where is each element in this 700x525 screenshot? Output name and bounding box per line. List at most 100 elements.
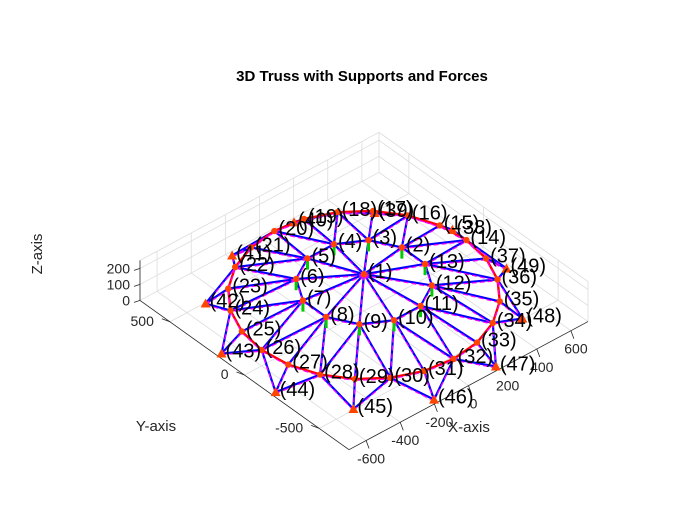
truss-member (431, 284, 501, 303)
deformed-member (303, 212, 338, 221)
node-label: (24) (235, 298, 271, 320)
truss-member (424, 257, 487, 266)
node-label: (12) (436, 272, 472, 294)
x-tick-label: -400 (391, 432, 419, 448)
truss-member (319, 323, 361, 376)
truss-member (204, 266, 237, 305)
truss-member (363, 273, 433, 287)
axes-grid (139, 131, 589, 441)
truss-member (372, 209, 409, 217)
deformed-member (307, 244, 335, 261)
truss-member (287, 316, 327, 366)
node-marker (463, 236, 470, 244)
y-tick-label: 0 (221, 366, 229, 382)
node-marker (417, 302, 424, 310)
support-marker (200, 298, 211, 308)
truss-member (453, 357, 497, 368)
node-label: (49) (510, 255, 546, 277)
deformed-member (288, 365, 321, 377)
node-marker (232, 263, 239, 271)
node-marker (330, 241, 338, 248)
deformed-member (453, 343, 478, 361)
truss-member (363, 246, 403, 276)
deformed-member (363, 264, 426, 277)
node-marker (421, 260, 429, 268)
truss-member (275, 373, 321, 394)
truss-member (393, 305, 422, 322)
node-marker (271, 227, 278, 235)
deformed-member (352, 380, 356, 411)
deformed-member (359, 320, 395, 327)
truss-member (485, 257, 499, 281)
node-marker (494, 276, 501, 283)
support-marker (429, 394, 440, 404)
truss-member (302, 299, 327, 318)
node-label: (29) (359, 366, 395, 388)
z-tick (133, 268, 141, 271)
deformed-member (431, 286, 500, 304)
x-tick (570, 330, 575, 339)
deformed-member (275, 365, 289, 394)
truss-member (234, 246, 252, 268)
grid-line (139, 139, 380, 269)
node-label: (28) (324, 362, 360, 384)
truss-member (401, 224, 441, 249)
node-marker (285, 361, 292, 368)
deformed-member (354, 378, 391, 381)
truss-member (241, 299, 304, 333)
truss-member (205, 287, 229, 305)
node-marker (489, 319, 496, 327)
truss-member (205, 302, 231, 312)
deformed-member (274, 231, 308, 261)
truss-member (393, 319, 455, 360)
deformed-member (205, 304, 231, 313)
truss-member (363, 273, 395, 321)
truss-member (229, 309, 243, 333)
node-marker (258, 346, 265, 354)
deformed-member (373, 211, 408, 218)
support-marker (288, 217, 299, 227)
node-label: (14) (470, 227, 506, 249)
truss-member (499, 300, 524, 320)
deformed-member (439, 226, 467, 242)
truss-member (273, 217, 305, 233)
deformed-member (302, 274, 365, 303)
node-label: (39) (379, 200, 415, 222)
node-label: (1) (368, 261, 392, 283)
truss-member (261, 348, 289, 366)
deformed-member (230, 279, 297, 313)
node-marker (428, 282, 436, 289)
node-label: (22) (239, 254, 275, 276)
node-label: (17) (377, 198, 413, 220)
truss-member (496, 278, 524, 320)
deformed-member (307, 259, 365, 277)
x-tick-label: 400 (530, 359, 554, 375)
deformed-member (261, 350, 289, 367)
truss-member (352, 377, 392, 410)
x-tick (433, 403, 438, 413)
deformed-member (231, 231, 275, 258)
y-axis-label: Y-axis (136, 418, 176, 435)
truss-member (302, 273, 365, 302)
deformed-member (337, 211, 374, 215)
truss-nodes (200, 207, 528, 414)
z-tick (133, 300, 141, 303)
deformed-member (220, 311, 232, 355)
deformed-member (234, 248, 252, 269)
truss-member (303, 218, 335, 246)
deformed-member (261, 317, 327, 352)
truss-member (273, 230, 309, 260)
grid-edge (139, 131, 380, 261)
node-marker (322, 313, 330, 321)
deformed-member (363, 274, 432, 288)
truss-member (465, 239, 487, 260)
deformed-member (466, 240, 487, 261)
node-label: (34) (497, 310, 533, 332)
deformed-member (358, 325, 391, 380)
deformed-member (420, 306, 493, 325)
deformed-member (358, 275, 365, 326)
truss-member (250, 246, 308, 260)
deformed-member (424, 264, 498, 282)
truss-member (296, 273, 365, 281)
truss-member (363, 273, 422, 307)
